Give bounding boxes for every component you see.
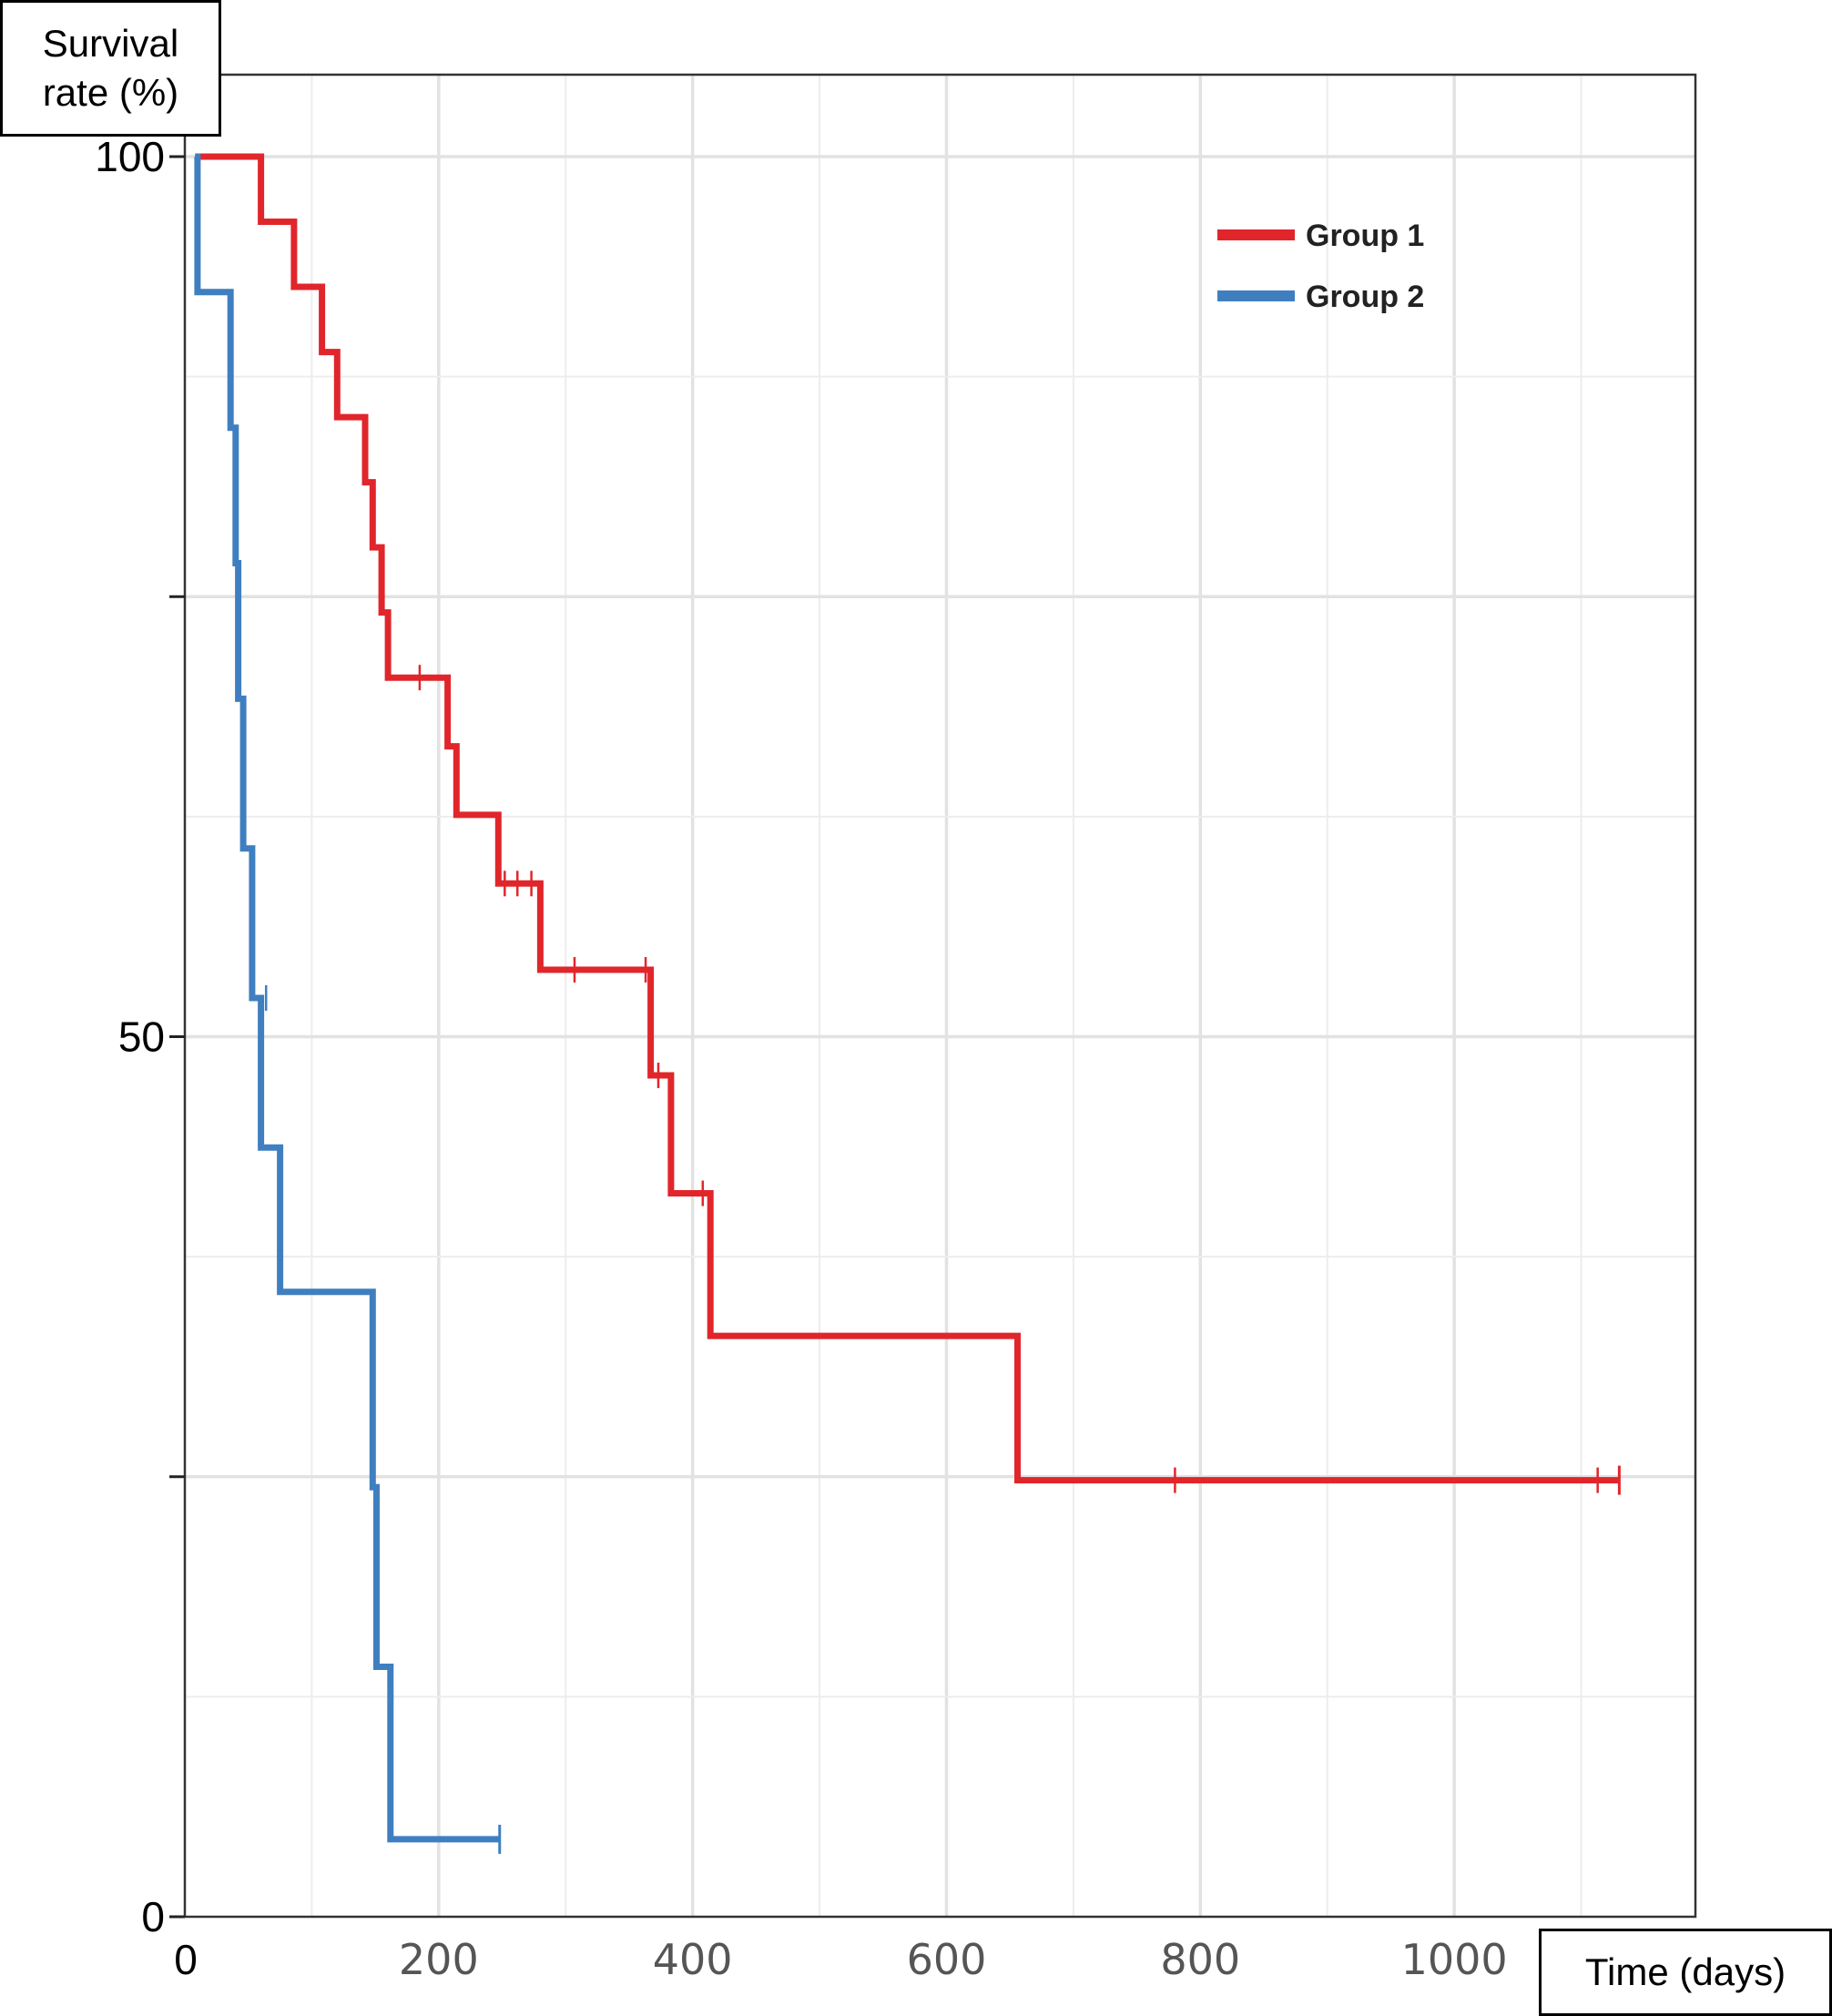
x-tick-label: 800 — [1160, 1935, 1240, 1984]
x-axis: 0 200 400 600 800 1000 — [174, 1935, 1507, 1984]
x-tick-label: 0 — [174, 1936, 198, 1983]
x-tick-label: 1000 — [1401, 1935, 1508, 1984]
plot-area — [183, 73, 1697, 1919]
y-tick-label: 50 — [118, 1013, 165, 1061]
x-axis-label-text: Time (days) — [1584, 1950, 1786, 1993]
plot-border — [183, 73, 1697, 1919]
series-line-group-1 — [199, 153, 1620, 1484]
x-axis-label: Time (days) — [1539, 1929, 1832, 2016]
y-axis-label-line-2: rate (%) — [42, 71, 179, 114]
y-axis-label: Survival rate (%) — [0, 0, 221, 137]
legend-label-group-2: Group 2 — [1306, 280, 1424, 314]
series-layer — [194, 153, 1621, 1854]
y-tick-label: 100 — [95, 133, 165, 180]
legend-label-group-1: Group 1 — [1306, 219, 1424, 253]
y-axis-label-line-1: Survival — [42, 22, 179, 65]
x-tick-label: 400 — [653, 1935, 733, 1984]
legend: Group 1 Group 2 — [1217, 219, 1424, 314]
series-line-group-2 — [194, 153, 500, 1843]
y-tick-label: 0 — [141, 1893, 165, 1940]
x-tick-label: 200 — [399, 1935, 479, 1984]
y-axis: 0 50 100 — [95, 133, 185, 1940]
grid-lines — [185, 75, 1695, 1917]
x-tick-label: 600 — [907, 1935, 987, 1984]
plot-background — [185, 75, 1695, 1917]
